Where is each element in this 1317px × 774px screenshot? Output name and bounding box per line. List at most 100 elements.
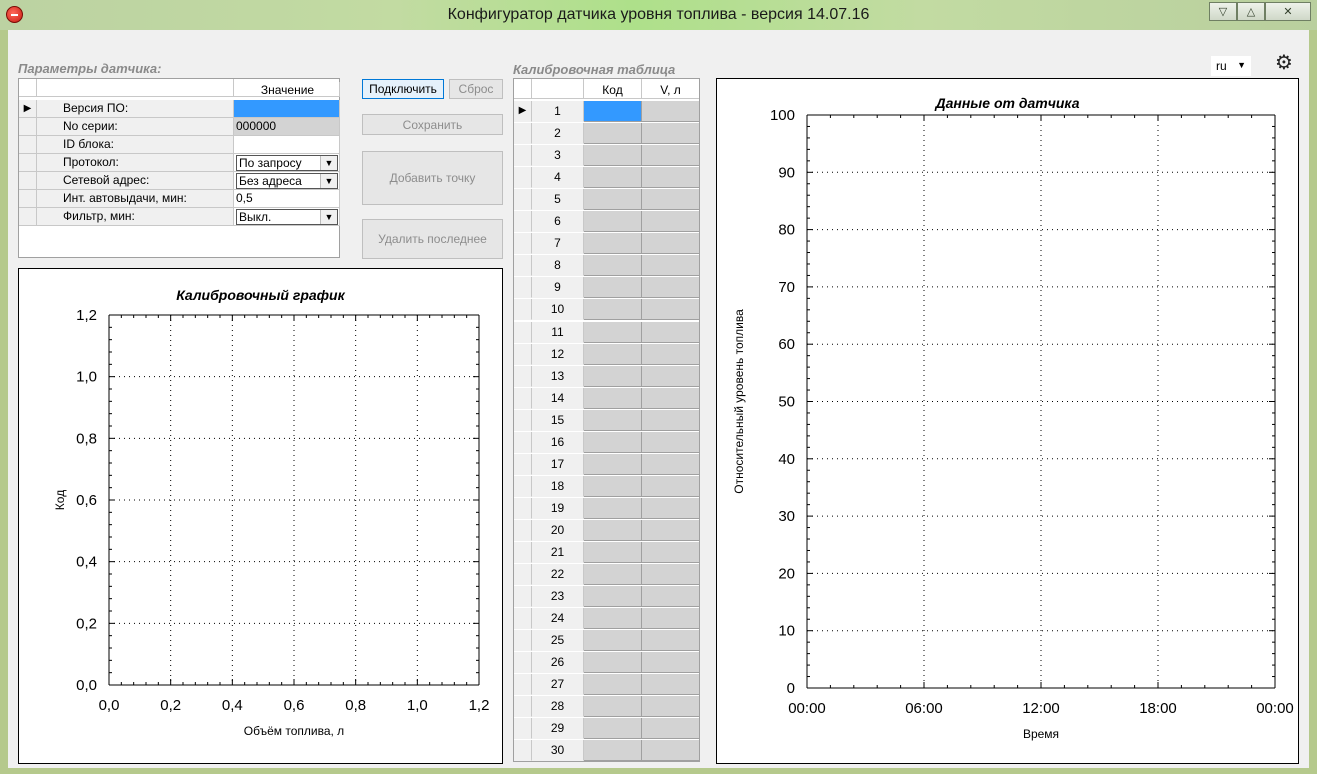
- table-row[interactable]: 15: [514, 409, 699, 431]
- code-cell[interactable]: [584, 255, 642, 277]
- code-cell[interactable]: [584, 564, 642, 586]
- params-row[interactable]: Инт. автовыдачи, мин: 0,5: [19, 190, 341, 208]
- volume-cell[interactable]: [642, 387, 699, 409]
- volume-cell[interactable]: [642, 409, 699, 431]
- maximize-button[interactable]: △: [1237, 2, 1265, 21]
- code-cell[interactable]: [584, 475, 642, 497]
- table-row[interactable]: 8: [514, 255, 699, 277]
- volume-cell[interactable]: [642, 630, 699, 652]
- code-cell[interactable]: [584, 586, 642, 608]
- code-cell[interactable]: [584, 321, 642, 343]
- param-value-cell[interactable]: [234, 100, 340, 118]
- table-row[interactable]: 13: [514, 365, 699, 387]
- table-row[interactable]: 28: [514, 696, 699, 718]
- code-cell[interactable]: [584, 123, 642, 145]
- chevron-down-icon[interactable]: ▼: [320, 156, 337, 170]
- volume-cell[interactable]: [642, 431, 699, 453]
- close-button[interactable]: ✕: [1265, 2, 1311, 21]
- code-cell[interactable]: [584, 630, 642, 652]
- param-combo[interactable]: Без адреса ▼: [236, 173, 338, 189]
- code-cell[interactable]: [584, 189, 642, 211]
- table-row[interactable]: 10: [514, 299, 699, 321]
- table-row[interactable]: 22: [514, 564, 699, 586]
- save-button[interactable]: Сохранить: [362, 114, 503, 135]
- param-value-cell[interactable]: По запросу ▼: [234, 154, 340, 172]
- code-cell[interactable]: [584, 233, 642, 255]
- code-cell[interactable]: [584, 101, 642, 122]
- code-cell[interactable]: [584, 718, 642, 740]
- volume-cell[interactable]: [642, 211, 699, 233]
- params-row[interactable]: Фильтр, мин: Выкл. ▼: [19, 208, 341, 226]
- table-row[interactable]: 30: [514, 740, 699, 761]
- table-row[interactable]: 7: [514, 233, 699, 255]
- code-cell[interactable]: [584, 519, 642, 541]
- volume-cell[interactable]: [642, 718, 699, 740]
- table-row[interactable]: 20: [514, 519, 699, 541]
- param-value-cell[interactable]: 000000: [234, 118, 340, 136]
- volume-cell[interactable]: [642, 586, 699, 608]
- code-cell[interactable]: [584, 365, 642, 387]
- table-row[interactable]: 4: [514, 167, 699, 189]
- table-row[interactable]: ▶ 1: [514, 101, 699, 122]
- volume-cell[interactable]: [642, 101, 699, 122]
- table-row[interactable]: 2: [514, 123, 699, 145]
- add-point-button[interactable]: Добавить точку: [362, 151, 503, 205]
- param-combo[interactable]: По запросу ▼: [236, 155, 338, 171]
- table-row[interactable]: 29: [514, 718, 699, 740]
- connect-button[interactable]: Подключить: [362, 79, 444, 99]
- table-row[interactable]: 11: [514, 321, 699, 343]
- table-row[interactable]: 12: [514, 343, 699, 365]
- volume-cell[interactable]: [642, 519, 699, 541]
- param-value-cell[interactable]: [234, 136, 340, 154]
- volume-cell[interactable]: [642, 189, 699, 211]
- volume-cell[interactable]: [642, 145, 699, 167]
- reset-button[interactable]: Сброс: [449, 79, 503, 99]
- volume-cell[interactable]: [642, 608, 699, 630]
- volume-cell[interactable]: [642, 475, 699, 497]
- code-cell[interactable]: [584, 608, 642, 630]
- code-cell[interactable]: [584, 652, 642, 674]
- params-row[interactable]: Сетевой адрес: Без адреса ▼: [19, 172, 341, 190]
- volume-cell[interactable]: [642, 123, 699, 145]
- code-cell[interactable]: [584, 343, 642, 365]
- code-cell[interactable]: [584, 740, 642, 761]
- table-row[interactable]: 24: [514, 608, 699, 630]
- volume-cell[interactable]: [642, 255, 699, 277]
- volume-cell[interactable]: [642, 564, 699, 586]
- code-cell[interactable]: [584, 497, 642, 519]
- table-row[interactable]: 26: [514, 652, 699, 674]
- volume-cell[interactable]: [642, 740, 699, 761]
- code-cell[interactable]: [584, 277, 642, 299]
- table-row[interactable]: 25: [514, 630, 699, 652]
- table-row[interactable]: 9: [514, 277, 699, 299]
- params-row[interactable]: ID блока:: [19, 136, 341, 154]
- table-row[interactable]: 21: [514, 542, 699, 563]
- code-cell[interactable]: [584, 387, 642, 409]
- volume-cell[interactable]: [642, 299, 699, 321]
- code-cell[interactable]: [584, 431, 642, 453]
- volume-cell[interactable]: [642, 167, 699, 189]
- delete-last-button[interactable]: Удалить последнее: [362, 219, 503, 259]
- params-row[interactable]: Протокол: По запросу ▼: [19, 154, 341, 172]
- volume-cell[interactable]: [642, 674, 699, 696]
- volume-cell[interactable]: [642, 453, 699, 475]
- volume-cell[interactable]: [642, 233, 699, 255]
- params-row[interactable]: No серии: 000000: [19, 118, 341, 136]
- code-cell[interactable]: [584, 211, 642, 233]
- param-value-cell[interactable]: Без адреса ▼: [234, 172, 340, 190]
- volume-cell[interactable]: [642, 365, 699, 387]
- table-row[interactable]: 5: [514, 189, 699, 211]
- table-row[interactable]: 6: [514, 211, 699, 233]
- code-cell[interactable]: [584, 409, 642, 431]
- volume-cell[interactable]: [642, 497, 699, 519]
- code-cell[interactable]: [584, 542, 642, 563]
- chevron-down-icon[interactable]: ▼: [320, 174, 337, 188]
- code-cell[interactable]: [584, 696, 642, 718]
- code-cell[interactable]: [584, 299, 642, 321]
- table-row[interactable]: 18: [514, 475, 699, 497]
- table-row[interactable]: 14: [514, 387, 699, 409]
- param-value-cell[interactable]: Выкл. ▼: [234, 208, 340, 226]
- chevron-down-icon[interactable]: ▼: [320, 210, 337, 224]
- volume-cell[interactable]: [642, 652, 699, 674]
- table-row[interactable]: 23: [514, 586, 699, 608]
